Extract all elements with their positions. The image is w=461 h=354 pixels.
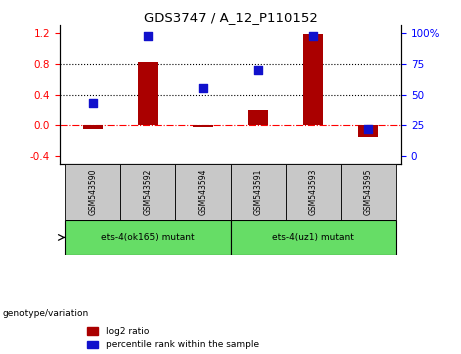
FancyBboxPatch shape: [65, 220, 230, 255]
Text: GSM543591: GSM543591: [254, 169, 262, 215]
Text: genotype/variation: genotype/variation: [2, 309, 89, 318]
Text: GSM543590: GSM543590: [89, 169, 97, 215]
FancyBboxPatch shape: [176, 164, 230, 220]
Bar: [248, 110, 268, 126]
FancyBboxPatch shape: [285, 164, 341, 220]
FancyBboxPatch shape: [120, 164, 176, 220]
Legend: log2 ratio, percentile rank within the sample: log2 ratio, percentile rank within the s…: [88, 327, 259, 349]
Text: GSM543592: GSM543592: [143, 169, 153, 215]
Point: [254, 67, 262, 73]
Bar: [303, 34, 323, 126]
FancyBboxPatch shape: [230, 220, 396, 255]
Bar: [359, 126, 378, 137]
Point: [364, 126, 372, 132]
Text: ets-4(ok165) mutant: ets-4(ok165) mutant: [101, 233, 195, 242]
Point: [199, 85, 207, 91]
Text: GSM543594: GSM543594: [199, 169, 207, 215]
Text: ets-4(uz1) mutant: ets-4(uz1) mutant: [272, 233, 354, 242]
Point: [89, 100, 97, 106]
Title: GDS3747 / A_12_P110152: GDS3747 / A_12_P110152: [143, 11, 318, 24]
Point: [309, 33, 317, 39]
Text: GSM543593: GSM543593: [308, 169, 318, 215]
Bar: [138, 62, 158, 126]
Text: GSM543595: GSM543595: [364, 169, 372, 215]
Point: [144, 33, 152, 39]
FancyBboxPatch shape: [341, 164, 396, 220]
Bar: [83, 126, 103, 129]
FancyBboxPatch shape: [65, 164, 120, 220]
FancyBboxPatch shape: [230, 164, 285, 220]
Bar: [193, 126, 213, 127]
